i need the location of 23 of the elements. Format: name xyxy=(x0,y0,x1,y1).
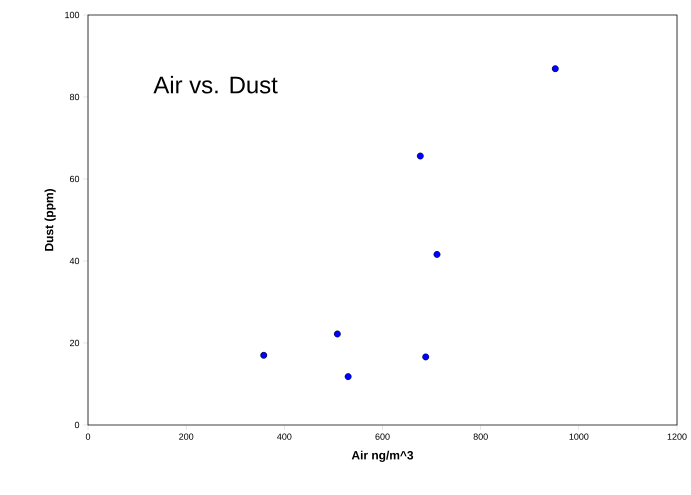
point xyxy=(260,352,268,359)
point xyxy=(416,152,424,160)
text: Air vs. Dust xyxy=(153,76,278,94)
y-tick-label: 40 xyxy=(70,258,80,264)
y-tick-label: 0 xyxy=(74,422,80,428)
point xyxy=(422,353,430,360)
x-tick-label: 600 xyxy=(375,434,390,440)
point xyxy=(334,330,341,338)
x-tick-label: 200 xyxy=(179,434,194,440)
point xyxy=(434,250,440,258)
point xyxy=(552,65,559,72)
y-tick-label: 80 xyxy=(70,94,80,100)
y-axis-title: Dust (ppm) xyxy=(44,189,56,251)
x-tick-label: 800 xyxy=(474,434,488,440)
y-tick-label: 20 xyxy=(70,340,80,346)
x-tick-label: 400 xyxy=(277,434,292,440)
x-tick-label: 0 xyxy=(86,434,90,440)
y-tick-label: 60 xyxy=(70,176,80,182)
x-axis-title: Air ng/m^3 xyxy=(352,450,414,462)
y-tick-label: 100 xyxy=(65,12,80,18)
point xyxy=(344,373,352,380)
x-tick-label: 1200 xyxy=(668,434,687,440)
x-tick-label: 1000 xyxy=(570,434,588,440)
